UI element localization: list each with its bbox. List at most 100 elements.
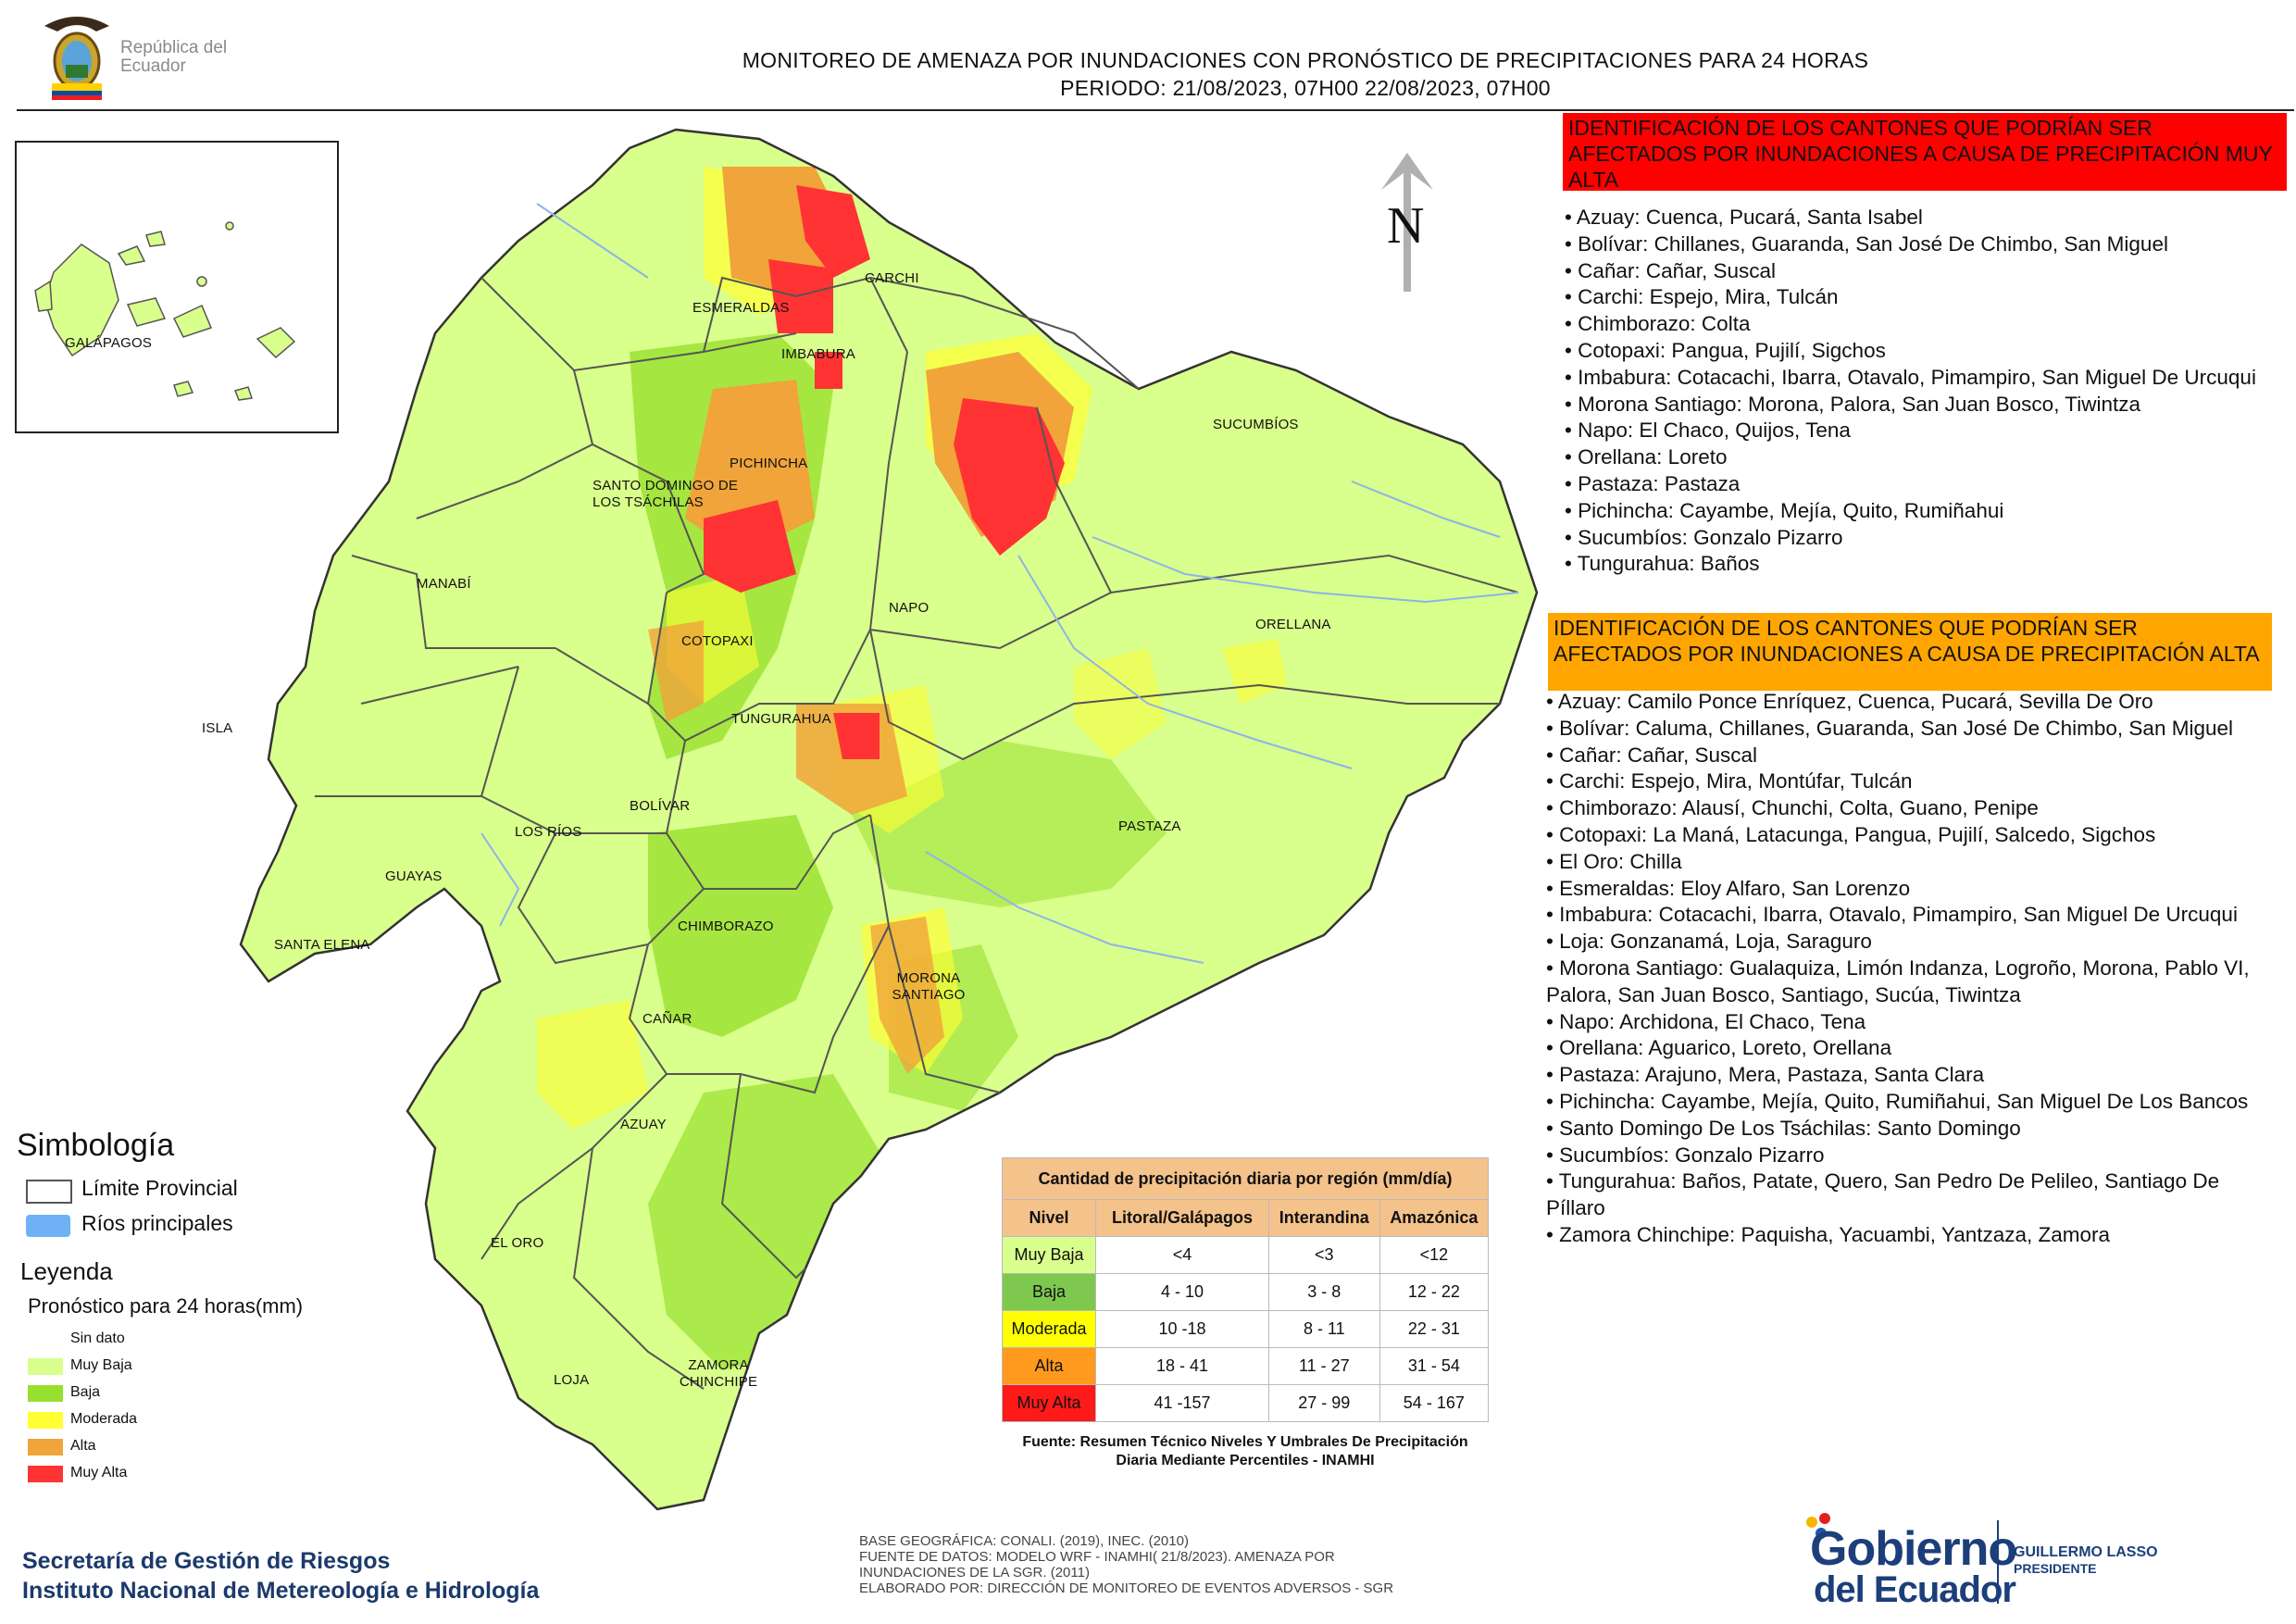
nivel-cell: Moderada xyxy=(1002,1310,1096,1348)
list-item: • Pichincha: Cayambe, Mejía, Quito, Rumi… xyxy=(1546,1089,2249,1113)
province-label-tungurahua: TUNGURAHUA xyxy=(731,711,831,727)
list-item: • Cañar: Cañar, Suscal xyxy=(1565,258,1776,282)
limite-provincial-swatch xyxy=(26,1180,72,1204)
table-cell: 27 - 99 xyxy=(1267,1384,1380,1422)
province-label-el-oro: EL ORO xyxy=(491,1235,544,1251)
province-label-orellana: ORELLANA xyxy=(1255,617,1331,632)
province-label-chimborazo: CHIMBORAZO xyxy=(678,918,774,934)
province-label-cotopaxi: COTOPAXI xyxy=(681,633,754,649)
list-item: • Pastaza: Arajuno, Mera, Pastaza, Santa… xyxy=(1546,1063,1985,1087)
gobierno-emblem-icon xyxy=(1806,1513,1830,1539)
table-cell: 18 - 41 xyxy=(1095,1347,1269,1385)
table-cell: <3 xyxy=(1267,1236,1380,1274)
list-item: • Pastaza: Pastaza xyxy=(1565,471,1741,495)
north-arrow-icon xyxy=(1381,153,1433,292)
rios-principales-swatch xyxy=(26,1215,70,1237)
ecuador-map xyxy=(239,128,1539,1511)
table-cell: 54 - 167 xyxy=(1379,1384,1490,1422)
province-label-bolivar: BOLÍVAR xyxy=(630,798,691,814)
list-item: • Napo: El Chaco, Quijos, Tena xyxy=(1565,418,1851,443)
province-label-pastaza: PASTAZA xyxy=(1118,818,1181,834)
limite-provincial-label: Límite Provincial xyxy=(81,1176,238,1200)
source-line: BASE GEOGRÁFICA: CONALI. (2019), INEC. (… xyxy=(859,1533,1189,1549)
list-item: • Zamora Chinchipe: Paquisha, Yacuambi, … xyxy=(1546,1222,2111,1246)
list-item: • Pichincha: Cayambe, Mejía, Quito, Rumi… xyxy=(1565,498,2004,522)
province-label-santa-elena: SANTA ELENA xyxy=(274,937,370,953)
list-item: • Orellana: Loreto xyxy=(1565,445,1728,469)
list-item: • Cañar: Cañar, Suscal xyxy=(1546,743,1757,767)
list-item: • Tungurahua: Baños, Patate, Quero, San … xyxy=(1546,1169,2220,1220)
org-line-2: Instituto Nacional de Metereología e Hid… xyxy=(22,1578,540,1604)
table-cell: 31 - 54 xyxy=(1379,1347,1490,1385)
title-line-2: PERIODO: 21/08/2023, 07H00 22/08/2023, 0… xyxy=(1060,76,1551,100)
nivel-cell: Baja xyxy=(1002,1273,1096,1311)
legend-label-sin-dato: Sin dato xyxy=(70,1330,125,1346)
legend-label-moderada: Moderada xyxy=(70,1411,138,1427)
list-item: • Carchi: Espejo, Mira, Montúfar, Tulcán xyxy=(1546,769,1913,793)
legend-swatch-muy-alta xyxy=(28,1466,63,1482)
rios-principales-label: Ríos principales xyxy=(81,1211,233,1235)
legend-label-baja: Baja xyxy=(70,1384,101,1400)
table-cell: 12 - 22 xyxy=(1379,1273,1490,1311)
gobierno-word: Gobierno xyxy=(1810,1522,2017,1576)
province-label-isla: ISLA xyxy=(202,720,233,736)
province-label-azuay: AZUAY xyxy=(620,1117,667,1132)
pronostico-title: Pronóstico para 24 horas(mm) xyxy=(28,1294,304,1318)
legend-label-muy-alta: Muy Alta xyxy=(70,1465,128,1480)
simbologia-title: Simbología xyxy=(17,1128,175,1163)
table-title: Cantidad de precipitación diaria por reg… xyxy=(1002,1157,1489,1200)
logo-divider xyxy=(1997,1520,1999,1604)
list-item: • Cotopaxi: Pangua, Pujilí, Sigchos xyxy=(1565,338,1886,362)
org-line-1: Secretaría de Gestión de Riesgos xyxy=(22,1548,391,1574)
list-item: • Imbabura: Cotacachi, Ibarra, Otavalo, … xyxy=(1565,365,2256,389)
galapagos-islands-map xyxy=(34,221,296,401)
coat-of-arms-icon xyxy=(44,17,109,100)
table-row: Alta 18 - 41 11 - 27 31 - 54 xyxy=(1002,1347,1490,1385)
legend-label-muy-baja: Muy Baja xyxy=(70,1357,132,1373)
table-header-litoral: Litoral/Galápagos xyxy=(1095,1199,1269,1237)
president-title: PRESIDENTE xyxy=(2014,1561,2097,1576)
province-label-morona-santiago: MORONA SANTIAGO xyxy=(892,970,966,1003)
president-name: GUILLERMO LASSO xyxy=(2014,1544,2158,1560)
table-cell: 3 - 8 xyxy=(1267,1273,1380,1311)
gobierno-logo: Gobierno del Ecuador GUILLERMO LASSO PRE… xyxy=(1801,1509,2171,1611)
legend-swatch-muy-baja xyxy=(28,1358,63,1375)
leyenda-title: Leyenda xyxy=(20,1257,113,1285)
list-item: • Bolívar: Chillanes, Guaranda, San José… xyxy=(1565,231,2168,256)
del-ecuador-word: del Ecuador xyxy=(1814,1569,2016,1610)
map-title: MONITOREO DE AMENAZA POR INUNDACIONES CO… xyxy=(518,46,2092,102)
table-header-nivel: Nivel xyxy=(1002,1199,1096,1237)
rivers xyxy=(480,203,1519,964)
list-item: • Azuay: Camilo Ponce Enríquez, Cuenca, … xyxy=(1546,690,2153,713)
province-label-canar: CAÑAR xyxy=(643,1011,693,1027)
province-label-galapagos: GALÁPAGOS xyxy=(65,335,153,351)
muy-alta-title: IDENTIFICACIÓN DE LOS CANTONES QUE PODRÍ… xyxy=(1563,113,2287,191)
north-label: N xyxy=(1387,197,1425,255)
table-source: Fuente: Resumen Técnico Niveles Y Umbral… xyxy=(1022,1434,1468,1468)
table-cell: <4 xyxy=(1095,1236,1269,1274)
list-item: • Imbabura: Cotacachi, Ibarra, Otavalo, … xyxy=(1546,903,2238,927)
list-item: • Santo Domingo De Los Tsáchilas: Santo … xyxy=(1546,1116,2021,1140)
nivel-cell: Muy Alta xyxy=(1002,1384,1096,1422)
precipitation-table: Cantidad de precipitación diaria por reg… xyxy=(1002,1157,1490,1422)
provincial-boundaries xyxy=(239,128,1539,1511)
list-item: • Tungurahua: Baños xyxy=(1565,552,1760,576)
table-cell: 4 - 10 xyxy=(1095,1273,1269,1311)
list-item: • Orellana: Aguarico, Loreto, Orellana xyxy=(1546,1036,1892,1060)
list-item: • Loja: Gonzanamá, Loja, Saraguro xyxy=(1546,930,1872,954)
title-line-1: MONITOREO DE AMENAZA POR INUNDACIONES CO… xyxy=(742,48,1869,72)
source-line: FUENTE DE DATOS: MODELO WRF - INAMHI( 21… xyxy=(859,1549,1335,1565)
list-item: • Azuay: Cuenca, Pucará, Santa Isabel xyxy=(1565,206,1923,229)
galapagos-inset xyxy=(15,141,339,433)
table-row: Baja 4 - 10 3 - 8 12 - 22 xyxy=(1002,1273,1490,1311)
nivel-cell: Muy Baja xyxy=(1002,1236,1096,1274)
province-label-pichincha: PICHINCHA xyxy=(730,456,808,471)
province-label-esmeraldas: ESMERALDAS xyxy=(693,300,790,316)
list-item: • Morona Santiago: Morona, Palora, San J… xyxy=(1565,392,2140,416)
republica-logo-text: República del Ecuador xyxy=(120,38,228,76)
source-line: ELABORADO POR: DIRECCIÓN DE MONITOREO DE… xyxy=(859,1580,1394,1596)
table-row: Moderada 10 -18 8 - 11 22 - 31 xyxy=(1002,1310,1490,1348)
table-cell: 10 -18 xyxy=(1095,1310,1269,1348)
province-label-los-rios: LOS RÍOS xyxy=(515,824,582,840)
source-line: INUNDACIONES DE LA SGR. (2011) xyxy=(859,1565,1090,1580)
